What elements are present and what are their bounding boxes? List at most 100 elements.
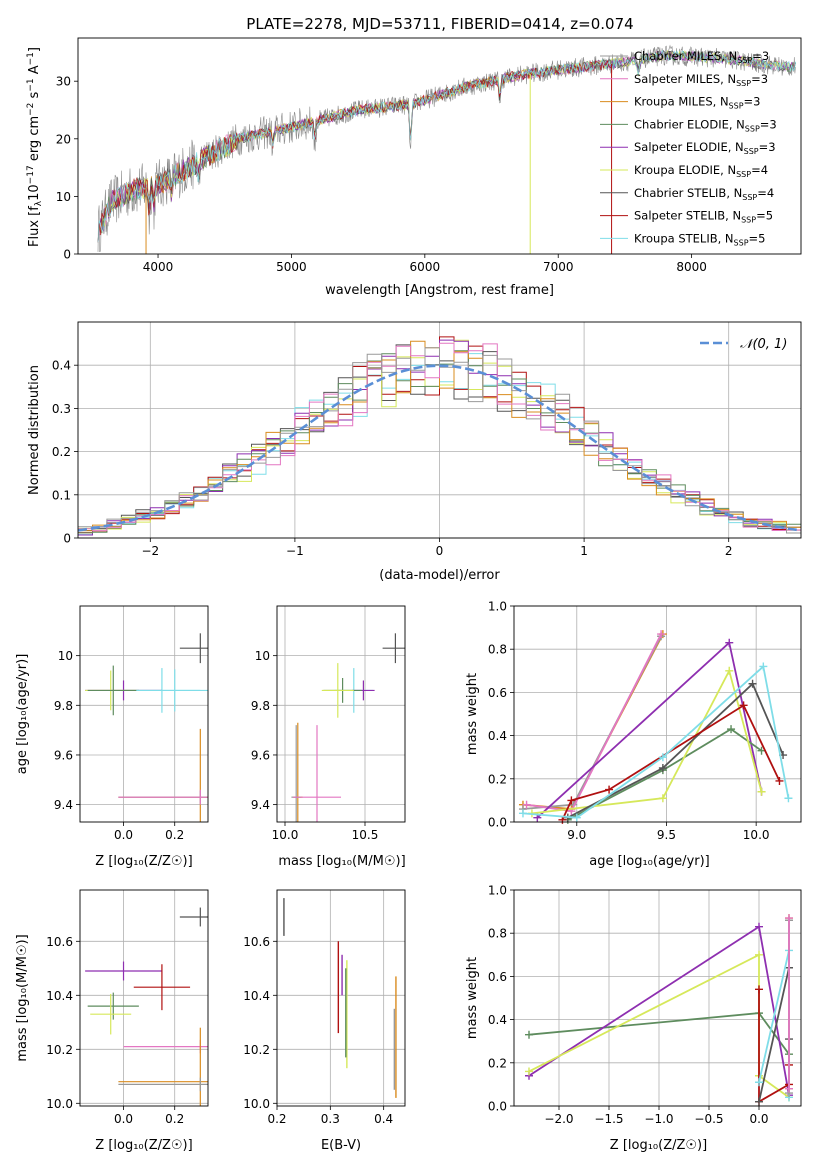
x-tick-label: −2.0 bbox=[544, 1112, 573, 1126]
legend-entry: Kroupa STELIB, NSSP=5 bbox=[634, 231, 765, 247]
histogram-step bbox=[78, 347, 801, 534]
legend-nssp: =5 bbox=[756, 209, 773, 223]
x-tick-label: −2 bbox=[141, 544, 159, 558]
weight-marker bbox=[727, 725, 736, 734]
y-axis-label-part: Flux [f bbox=[27, 206, 42, 247]
weight-lines bbox=[525, 914, 793, 1106]
y-tick-label: 20 bbox=[56, 132, 71, 146]
x-tick-label: 9.0 bbox=[567, 828, 586, 842]
y-tick-label: 10.4 bbox=[243, 989, 270, 1003]
legend-sub: SSP bbox=[744, 147, 759, 156]
y-axis-label: Flux [fλ10−17 erg cm−2 s−1 A−1] bbox=[26, 47, 44, 247]
y-axis-label-part: A bbox=[27, 65, 42, 78]
weight-marker bbox=[518, 809, 527, 818]
legend-sub: SSP bbox=[736, 79, 751, 88]
y-tick-label: 9.8 bbox=[54, 699, 73, 713]
axes-border bbox=[276, 605, 406, 823]
axes-frame: 4000 5000 6000 7000 8000 0 10 20 30 wavelength [A… bbox=[26, 37, 802, 298]
legend-sub: SSP bbox=[742, 193, 757, 202]
grid bbox=[80, 606, 208, 822]
y-axis-label-part: erg cm bbox=[27, 116, 42, 165]
x-axis-label: Z [log₁₀(Z/Z☉)] bbox=[610, 1138, 707, 1153]
y-tick-label: 9.6 bbox=[54, 748, 73, 762]
y-tick-label: 10.2 bbox=[243, 1043, 270, 1057]
plot-mass_vs_ebv: 0.2 0.3 0.4 10.0 10.2 10.4 10.6 E(B-V) bbox=[243, 889, 406, 1153]
weight-marker bbox=[759, 662, 768, 671]
legend-name: Salpeter ELODIE, N bbox=[634, 140, 744, 154]
weight-line bbox=[567, 728, 763, 821]
weight-marker bbox=[605, 785, 614, 794]
weight-marker bbox=[739, 701, 748, 710]
weight-marker bbox=[657, 630, 666, 639]
x-tick-label: 6000 bbox=[410, 260, 441, 274]
x-tick-label: −1 bbox=[286, 544, 304, 558]
legend-sub: SSP bbox=[745, 124, 760, 133]
y-tick-label: 10.0 bbox=[46, 1097, 73, 1111]
axes-frame: 0.0 0.2 9.4 9.6 9.8 10 Z [log₁₀(Z/Z☉)] age [log… bbox=[15, 605, 209, 869]
legend-sub: SSP bbox=[729, 102, 744, 111]
legend-entry: 𝒩(0, 1) bbox=[740, 337, 787, 352]
legend-name: Salpeter STELIB, N bbox=[634, 209, 741, 223]
histogram-lines bbox=[78, 336, 801, 536]
spectrum-model-line bbox=[97, 59, 612, 243]
weight-marker bbox=[725, 666, 734, 675]
x-tick-label: −1.0 bbox=[644, 1112, 673, 1126]
x-tick-label: 0 bbox=[436, 544, 444, 558]
legend-name: Kroupa MILES, N bbox=[634, 95, 729, 109]
x-tick-label: 0.0 bbox=[114, 1112, 133, 1126]
x-axis-label: wavelength [Angstrom, rest frame] bbox=[325, 283, 554, 298]
x-axis-label: mass [log₁₀(M/M☉)] bbox=[278, 854, 405, 869]
plot-age_vs_Z: 0.0 0.2 9.4 9.6 9.8 10 Z [log₁₀(Z/Z☉)] age [log… bbox=[15, 605, 209, 869]
y-tick-label: 10.6 bbox=[46, 935, 73, 949]
weight-line bbox=[758, 950, 790, 1098]
y-axis-label: mass weight bbox=[465, 673, 480, 755]
weight-marker bbox=[567, 796, 576, 805]
axes-frame: 0.2 0.3 0.4 10.0 10.2 10.4 10.6 E(B-V) bbox=[243, 889, 406, 1153]
y-tick-label: 0.2 bbox=[488, 772, 507, 786]
x-tick-label: 0.0 bbox=[114, 828, 133, 842]
axes-border bbox=[513, 889, 802, 1107]
weight-marker bbox=[658, 764, 667, 772]
y-axis-label: Normed distribution bbox=[27, 365, 42, 495]
legend-entry: Chabrier MILES, NSSP=3 bbox=[634, 49, 769, 65]
weight-marker bbox=[525, 1067, 533, 1076]
legend-entry: Kroupa MILES, NSSP=3 bbox=[634, 95, 760, 111]
x-tick-label: 0.4 bbox=[374, 1112, 393, 1126]
plot-residuals: −2 −1 0 1 2 0 0.1 0.2 0.3 0.4 (data-model)/error No… bbox=[27, 321, 802, 583]
x-tick-label: 10.0 bbox=[743, 828, 770, 842]
y-tick-label: 0 bbox=[63, 248, 71, 262]
legend-entry: Kroupa ELODIE, NSSP=4 bbox=[634, 163, 768, 179]
plot-weight_vs_Z: −2.0 −1.5 −1.0 −0.5 0.0 0.0 0.2 0.4 0.6 0.8 1.0 Z [… bbox=[465, 884, 802, 1153]
errorbar-group bbox=[291, 633, 405, 822]
x-axis-label: (data-model)/error bbox=[379, 568, 500, 583]
legend-entry: Salpeter ELODIE, NSSP=3 bbox=[634, 140, 776, 156]
y-tick-label: 0.0 bbox=[488, 816, 507, 830]
legend-nssp: =5 bbox=[749, 231, 766, 245]
weight-marker bbox=[525, 1030, 533, 1039]
data-layer bbox=[85, 907, 208, 1106]
x-axis-label: Z [log₁₀(Z/Z☉)] bbox=[95, 854, 192, 869]
errorbar-group bbox=[85, 907, 208, 1106]
plot-weight_vs_age: 9.0 9.5 10.0 0.0 0.2 0.4 0.6 0.8 1.0 age [log₁₀(a… bbox=[465, 600, 802, 869]
data-layer bbox=[85, 633, 208, 822]
weight-marker bbox=[658, 753, 667, 762]
x-tick-label: 10.0 bbox=[272, 828, 299, 842]
x-tick-label: 7000 bbox=[543, 260, 574, 274]
y-tick-label: 10 bbox=[56, 190, 71, 204]
y-tick-label: 9.8 bbox=[251, 699, 270, 713]
weight-marker bbox=[522, 800, 531, 809]
y-tick-label: 0.3 bbox=[52, 402, 71, 416]
y-tick-label: 1.0 bbox=[488, 600, 507, 614]
legend-name: Salpeter MILES, N bbox=[634, 72, 736, 86]
legend-nssp: =3 bbox=[760, 117, 777, 131]
y-axis-label-part: s bbox=[27, 91, 42, 102]
x-tick-label: 0.3 bbox=[321, 1112, 340, 1126]
weight-marker bbox=[755, 1078, 763, 1087]
weight-line bbox=[567, 682, 784, 819]
y-axis-label-sup: −1 bbox=[26, 52, 36, 65]
y-tick-label: 9.4 bbox=[54, 798, 73, 812]
legend-entry: Salpeter STELIB, NSSP=5 bbox=[634, 209, 773, 225]
legend-sub: SSP bbox=[736, 170, 751, 179]
